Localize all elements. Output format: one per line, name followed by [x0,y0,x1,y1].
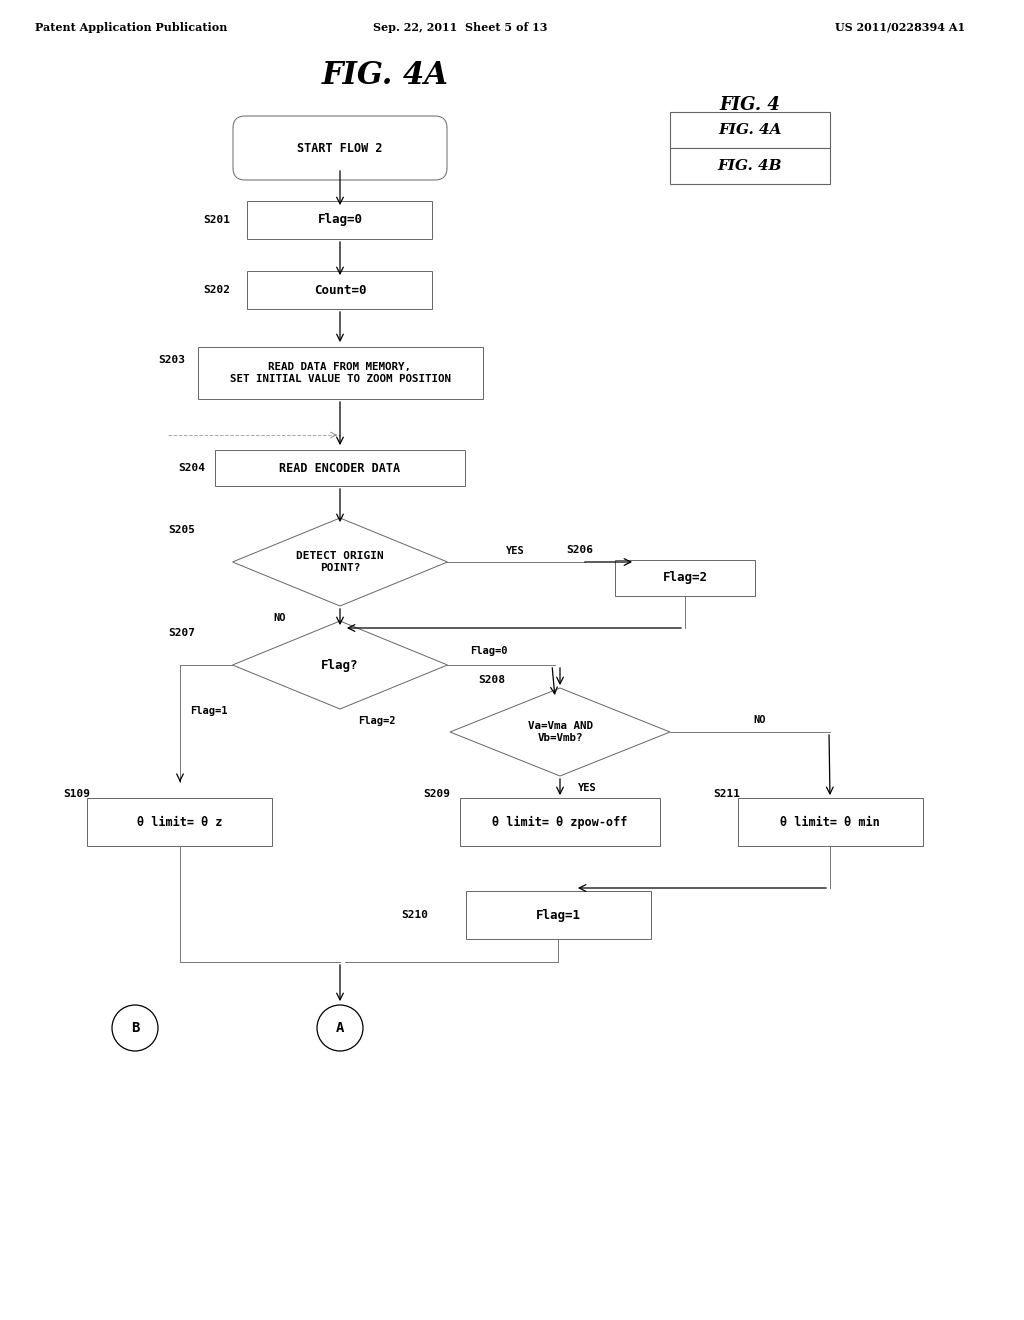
Text: S204: S204 [178,463,205,473]
Text: S201: S201 [203,215,230,224]
Text: START FLOW 2: START FLOW 2 [297,141,383,154]
Polygon shape [232,620,447,709]
Text: S206: S206 [566,545,593,554]
Text: θ limit= θ zpow-off: θ limit= θ zpow-off [493,816,628,829]
FancyBboxPatch shape [670,148,830,183]
Text: YES: YES [578,783,597,793]
Text: Flag=2: Flag=2 [663,572,708,585]
Text: B: B [131,1020,139,1035]
FancyBboxPatch shape [670,112,830,148]
Text: FIG. 4A: FIG. 4A [718,123,781,137]
Text: S210: S210 [401,909,428,920]
Text: DETECT ORIGIN
POINT?: DETECT ORIGIN POINT? [296,552,384,573]
Text: READ DATA FROM MEMORY,
SET INITIAL VALUE TO ZOOM POSITION: READ DATA FROM MEMORY, SET INITIAL VALUE… [229,362,451,384]
Text: Flag=2: Flag=2 [358,715,395,726]
FancyBboxPatch shape [233,116,447,180]
FancyBboxPatch shape [215,450,465,486]
Polygon shape [450,688,670,776]
FancyBboxPatch shape [198,347,482,399]
Text: S208: S208 [478,675,505,685]
Text: Flag=1: Flag=1 [536,908,581,921]
Text: S207: S207 [168,628,195,638]
FancyBboxPatch shape [466,891,650,939]
FancyBboxPatch shape [248,201,432,239]
FancyBboxPatch shape [460,799,660,846]
Text: S203: S203 [158,355,185,366]
Text: Va=Vma AND
Vb=Vmb?: Va=Vma AND Vb=Vmb? [527,721,593,743]
Text: READ ENCODER DATA: READ ENCODER DATA [280,462,400,474]
Text: θ limit= θ min: θ limit= θ min [780,816,880,829]
Text: FIG. 4B: FIG. 4B [718,158,782,173]
Text: FIG. 4A: FIG. 4A [322,59,449,91]
FancyBboxPatch shape [615,560,755,597]
Text: S209: S209 [423,789,450,799]
Text: FIG. 4: FIG. 4 [720,96,780,114]
Text: Flag=0: Flag=0 [470,645,508,656]
Text: Patent Application Publication: Patent Application Publication [35,22,227,33]
Text: NO: NO [273,612,287,623]
Text: Sep. 22, 2011  Sheet 5 of 13: Sep. 22, 2011 Sheet 5 of 13 [373,22,547,33]
Text: S205: S205 [168,525,195,535]
Text: Flag=0: Flag=0 [317,214,362,227]
Text: YES: YES [506,546,524,556]
Polygon shape [232,517,447,606]
Text: Flag?: Flag? [322,659,358,672]
FancyBboxPatch shape [737,799,923,846]
Text: NO: NO [754,715,766,725]
Text: Count=0: Count=0 [313,284,367,297]
Text: S211: S211 [713,789,740,799]
Text: A: A [336,1020,344,1035]
Text: Flag=1: Flag=1 [190,706,227,715]
FancyBboxPatch shape [248,271,432,309]
Text: S202: S202 [203,285,230,294]
Text: θ limit= θ z: θ limit= θ z [137,816,223,829]
Text: S109: S109 [63,789,90,799]
FancyBboxPatch shape [87,799,272,846]
Text: US 2011/0228394 A1: US 2011/0228394 A1 [835,22,965,33]
